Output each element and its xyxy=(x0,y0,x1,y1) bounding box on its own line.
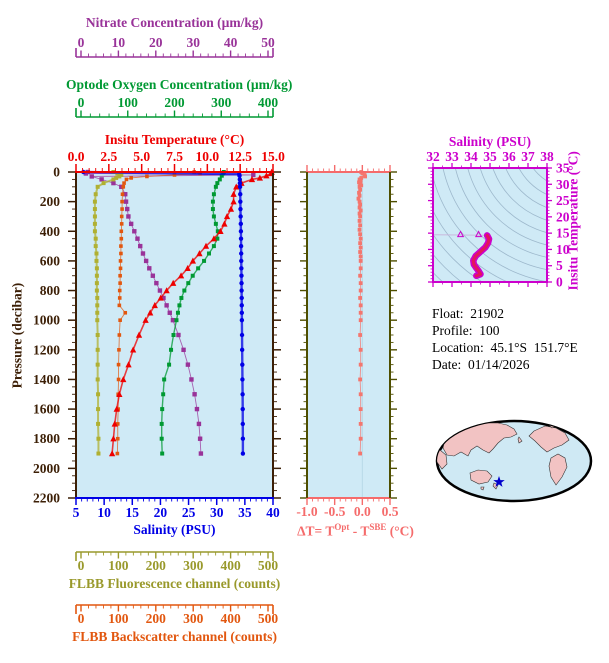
salinity-axis-title: Salinity (PSU) xyxy=(133,522,216,537)
backscatter-tick-label: 0 xyxy=(78,611,85,626)
backscatter-tick-label: 100 xyxy=(108,611,129,626)
float-location-star xyxy=(493,476,505,487)
fluorescence-tick-label: 300 xyxy=(183,558,204,573)
pressure-tick-label: 1400 xyxy=(33,372,60,387)
ts-salinity-tick-label: 36 xyxy=(502,149,516,164)
pressure-tick-label: 1000 xyxy=(33,313,60,328)
oxygen-tick-label: 200 xyxy=(164,95,185,110)
delta-t-axis-title: ΔT= TOpt - TSBE (°C) xyxy=(297,522,414,539)
pressure-tick-label: 1800 xyxy=(33,431,60,446)
nitrate-tick-label: 50 xyxy=(261,35,275,50)
ts-temperature-tick-label: 10 xyxy=(556,242,570,257)
temperature-tick-label: 7.5 xyxy=(166,149,183,164)
temperature-axis-title: Insitu Temperature (°C) xyxy=(104,132,245,147)
salinity-tick-label: 10 xyxy=(97,505,111,520)
pressure-tick-label: 0 xyxy=(53,165,60,180)
nitrate-axis-title: Nitrate Concentration (µm/kg) xyxy=(85,15,264,30)
backscatter-tick-label: 300 xyxy=(183,611,204,626)
ts-salinity-tick-label: 32 xyxy=(426,149,440,164)
nitrate-tick-label: 40 xyxy=(224,35,238,50)
ts-salinity-tick-label: 34 xyxy=(464,149,478,164)
ts-temperature-tick-label: 20 xyxy=(556,209,570,224)
ts-temperature-tick-label: 25 xyxy=(556,193,570,208)
salinity-tick-label: 15 xyxy=(126,505,140,520)
series-line-nitrate xyxy=(84,171,254,454)
temperature-tick-label: 15.0 xyxy=(261,149,285,164)
location-line: Location: 45.1°S 151.7°E xyxy=(432,340,578,355)
salinity-tick-label: 35 xyxy=(238,505,252,520)
pressure-tick-label: 2000 xyxy=(33,461,60,476)
ts-temperature-tick-label: 15 xyxy=(556,226,570,241)
continent xyxy=(517,436,523,444)
temperature-tick-label: 5.0 xyxy=(133,149,150,164)
salinity-tick-label: 40 xyxy=(266,505,280,520)
oxygen-tick-label: 300 xyxy=(211,95,232,110)
pressure-tick-label: 800 xyxy=(40,283,61,298)
pressure-tick-label: 2200 xyxy=(33,491,60,506)
continent xyxy=(528,425,570,453)
backscatter-tick-label: 400 xyxy=(220,611,241,626)
salinity-tick-label: 25 xyxy=(182,505,196,520)
fluorescence-tick-label: 100 xyxy=(108,558,129,573)
nitrate-tick-label: 0 xyxy=(78,35,85,50)
nitrate-tick-label: 30 xyxy=(186,35,200,50)
ts-salinity-tick-label: 38 xyxy=(540,149,554,164)
continent xyxy=(548,453,568,486)
fluorescence-axis-title: FLBB Fluorescence channel (counts) xyxy=(68,576,281,591)
nitrate-tick-label: 10 xyxy=(112,35,126,50)
ts-salinity-tick-label: 37 xyxy=(521,149,535,164)
backscatter-tick-label: 200 xyxy=(146,611,167,626)
pressure-tick-label: 1200 xyxy=(33,342,60,357)
ts-curve xyxy=(471,233,491,278)
delta-t-tick-label: -0.5 xyxy=(324,504,346,519)
pressure-axis-title: Pressure (decibar) xyxy=(9,282,25,389)
fluorescence-tick-label: 400 xyxy=(220,558,241,573)
nitrate-tick-label: 20 xyxy=(149,35,163,50)
ts-temperature-axis-title: Insitu Temperature (°C) xyxy=(565,151,581,291)
fluorescence-tick-label: 0 xyxy=(78,558,85,573)
continent xyxy=(437,449,448,470)
temperature-tick-label: 12.5 xyxy=(228,149,252,164)
oxygen-tick-label: 0 xyxy=(78,95,85,110)
delta-t-tick-label: -1.0 xyxy=(296,504,318,519)
continent xyxy=(480,486,485,491)
pressure-tick-label: 200 xyxy=(40,194,61,209)
ts-temperature-tick-label: 0 xyxy=(556,275,563,290)
pressure-tick-label: 400 xyxy=(40,224,61,239)
float-id-line: Float: 21902 xyxy=(432,306,505,321)
oxygen-tick-label: 400 xyxy=(258,95,279,110)
ts-temperature-tick-label: 5 xyxy=(556,258,563,273)
date-line: Date: 01/14/2026 xyxy=(432,357,530,372)
ts-temperature-tick-label: 35 xyxy=(556,161,570,176)
ts-salinity-tick-label: 35 xyxy=(483,149,497,164)
continent xyxy=(469,469,493,485)
ts-surface-marker xyxy=(474,230,483,238)
salinity-tick-label: 30 xyxy=(210,505,224,520)
pressure-tick-label: 1600 xyxy=(33,402,60,417)
delta-t-tick-label: 0.5 xyxy=(382,504,399,519)
ts-salinity-tick-label: 33 xyxy=(445,149,459,164)
ts-salinity-axis-title: Salinity (PSU) xyxy=(448,134,532,149)
temperature-tick-label: 10.0 xyxy=(196,149,220,164)
fluorescence-tick-label: 500 xyxy=(258,558,279,573)
salinity-tick-label: 5 xyxy=(73,505,80,520)
pressure-tick-label: 600 xyxy=(40,253,61,268)
delta-t-plot-area xyxy=(307,172,390,498)
ts-temperature-tick-label: 30 xyxy=(556,177,570,192)
temperature-tick-label: 0.0 xyxy=(68,149,85,164)
profile-line: Profile: 100 xyxy=(432,323,500,338)
delta-t-tick-label: 0.0 xyxy=(354,504,371,519)
salinity-tick-label: 20 xyxy=(154,505,168,520)
backscatter-axis-title: FLBB Backscatter channel (counts) xyxy=(72,629,277,644)
ts-surface-marker xyxy=(456,230,465,238)
oxygen-axis-title: Optode Oxygen Concentration (µm/kg) xyxy=(66,77,293,92)
oxygen-tick-label: 100 xyxy=(118,95,139,110)
temperature-tick-label: 2.5 xyxy=(100,149,117,164)
backscatter-tick-label: 500 xyxy=(258,611,279,626)
fluorescence-tick-label: 200 xyxy=(146,558,167,573)
